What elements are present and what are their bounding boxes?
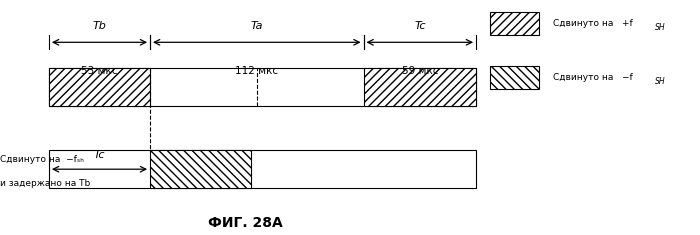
Text: 53 мкс: 53 мкс [81, 66, 118, 76]
Bar [49, 68, 150, 106]
Text: SH: SH [654, 23, 665, 31]
Bar [150, 150, 251, 188]
Text: Tc: Tc [414, 20, 426, 31]
Bar [490, 66, 539, 89]
Text: Tb: Tb [92, 20, 106, 31]
Text: Сдвинуто на   +f: Сдвинуто на +f [553, 19, 633, 28]
Text: 112 мкс: 112 мкс [235, 66, 279, 76]
Text: Ta: Ta [251, 20, 263, 31]
Text: Сдвинуто на   −f: Сдвинуто на −f [553, 73, 633, 82]
Bar [363, 68, 476, 106]
Bar [49, 150, 476, 188]
Text: Tc: Tc [94, 150, 105, 160]
FancyBboxPatch shape [49, 68, 476, 106]
Text: ФИГ. 28А: ФИГ. 28А [208, 216, 282, 230]
Text: 59 мкс: 59 мкс [402, 66, 438, 76]
Text: Сдвинуто на  −fₛₕ: Сдвинуто на −fₛₕ [0, 155, 84, 164]
Text: и задержано на Tb: и задержано на Tb [0, 179, 90, 188]
Text: SH: SH [654, 77, 665, 86]
Bar [490, 12, 539, 35]
